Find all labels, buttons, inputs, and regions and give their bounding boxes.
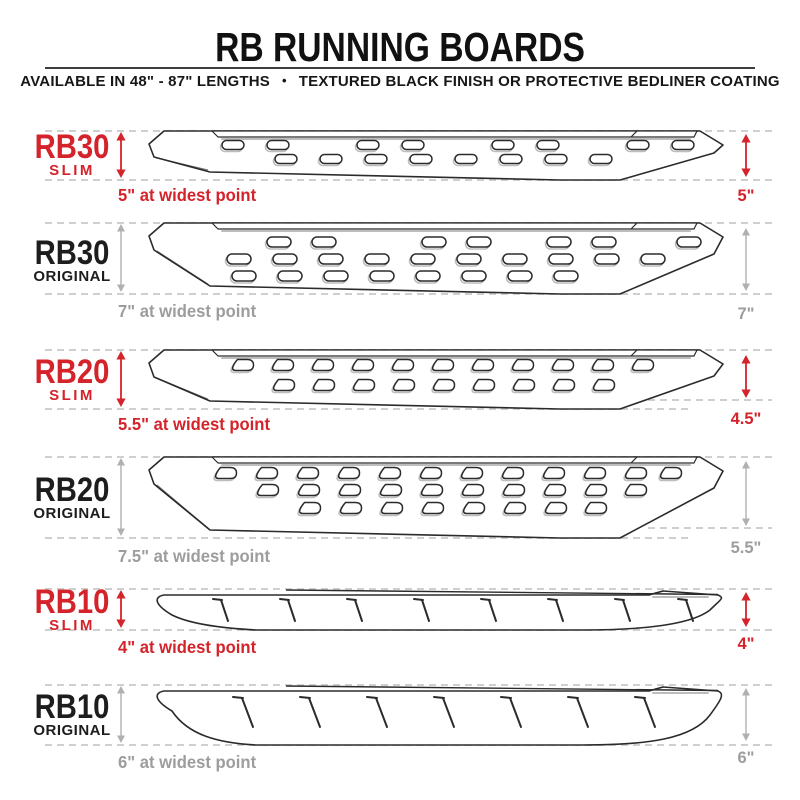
width-measure-rb10-slim: 4"	[737, 635, 755, 653]
product-label-rb10-original: RB10 ORIGINAL	[7, 688, 137, 739]
page-title: RB RUNNING BOARDS	[215, 24, 585, 70]
dashed-guide-bottom-rb20-original	[45, 537, 690, 539]
board-drawing-rb20-original	[148, 456, 724, 539]
right-width-arrow-rb10-slim	[741, 592, 751, 627]
left-width-arrow-rb10-original	[117, 686, 125, 743]
subtitle: AVAILABLE IN 48" - 87" LENGTHS • TEXTURED …	[0, 73, 800, 90]
model-label: RB20	[34, 471, 110, 509]
board-drawing-rb10-slim	[156, 589, 723, 631]
left-width-arrow-rb20-slim	[116, 351, 126, 407]
width-measure-rb20-original: 5.5"	[730, 539, 762, 557]
variant-label: SLIM	[49, 617, 95, 634]
left-width-arrow-rb10-slim	[116, 590, 126, 628]
width-caption-rb20-original: 7.5" at widest point	[118, 546, 270, 566]
model-label: RB30	[34, 234, 110, 272]
model-label: RB30	[34, 128, 110, 166]
variant-label: SLIM	[49, 387, 95, 404]
product-label-rb30-slim: RB30 SLIM	[7, 128, 137, 179]
dashed-guide-right-ref-rb20-original	[648, 527, 772, 529]
width-measure-rb10-original: 6"	[737, 749, 755, 767]
model-label: RB20	[34, 353, 110, 391]
model-label: RB10	[34, 688, 110, 726]
dashed-guide-top-rb10-original	[45, 684, 772, 686]
right-width-arrow-rb20-slim	[741, 355, 751, 398]
dashed-guide-bottom-rb30-slim	[45, 179, 772, 181]
board-drawing-rb30-original	[148, 222, 724, 295]
width-measure-rb30-original: 7"	[737, 305, 755, 323]
left-width-arrow-rb20-original	[117, 458, 125, 536]
subtitle-finish: TEXTURED BLACK FINISH OR PROTECTIVE BEDL…	[298, 73, 780, 90]
model-label: RB10	[34, 583, 110, 621]
width-caption-rb20-slim: 5.5" at widest point	[118, 414, 270, 434]
variant-label: ORIGINAL	[33, 722, 111, 739]
left-width-arrow-rb30-original	[117, 224, 125, 292]
board-drawing-rb20-slim	[148, 349, 724, 410]
right-width-arrow-rb30-original	[742, 228, 750, 291]
title-divider	[45, 67, 755, 69]
width-caption-rb10-original: 6" at widest point	[118, 752, 257, 772]
right-width-arrow-rb20-original	[742, 461, 750, 526]
dashed-guide-right-ref-rb20-slim	[648, 399, 772, 401]
variant-label: ORIGINAL	[33, 268, 111, 285]
right-width-arrow-rb30-slim	[741, 134, 751, 177]
product-label-rb20-original: RB20 ORIGINAL	[7, 471, 137, 522]
board-drawing-rb30-slim	[148, 130, 724, 181]
dashed-guide-top-rb10-slim	[45, 588, 772, 590]
variant-label: SLIM	[49, 162, 95, 179]
bullet-separator: •	[281, 73, 287, 88]
width-caption-rb30-slim: 5" at widest point	[118, 185, 257, 205]
board-drawing-rb10-original	[156, 685, 723, 746]
product-label-rb20-slim: RB20 SLIM	[7, 353, 137, 404]
width-caption-rb10-slim: 4" at widest point	[118, 637, 257, 657]
product-label-rb30-original: RB30 ORIGINAL	[7, 234, 137, 285]
width-caption-rb30-original: 7" at widest point	[118, 301, 257, 321]
left-width-arrow-rb30-slim	[116, 132, 126, 178]
dashed-guide-bottom-rb20-slim	[45, 408, 690, 410]
dashed-guide-bottom-rb30-original	[45, 293, 772, 295]
subtitle-lengths: AVAILABLE IN 48" - 87" LENGTHS	[20, 73, 270, 90]
product-label-rb10-slim: RB10 SLIM	[7, 583, 137, 634]
width-measure-rb30-slim: 5"	[737, 187, 755, 205]
width-measure-rb20-slim: 4.5"	[730, 410, 762, 428]
right-width-arrow-rb10-original	[742, 688, 750, 741]
variant-label: ORIGINAL	[33, 505, 111, 522]
